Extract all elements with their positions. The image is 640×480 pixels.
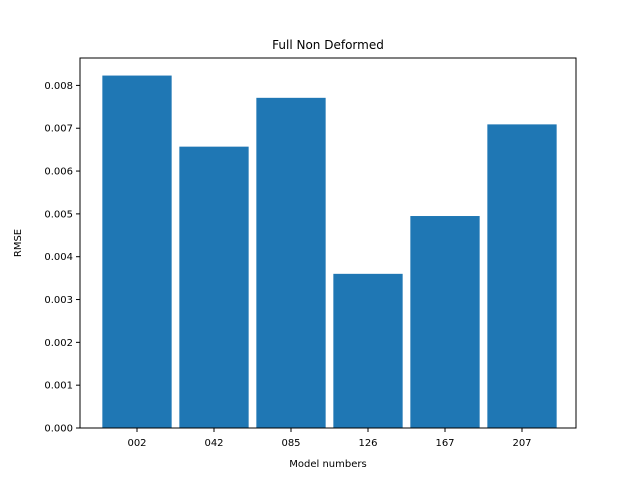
y-tick-label: 0.002 — [44, 338, 73, 349]
chart-title: Full Non Deformed — [272, 38, 384, 52]
bar-126 — [333, 273, 403, 428]
x-tick-label: 042 — [204, 438, 223, 449]
x-tick-label: 085 — [281, 438, 300, 449]
bar-167 — [410, 216, 480, 428]
x-tick-label: 002 — [127, 438, 146, 449]
y-axis-title: RMSE — [13, 229, 24, 257]
x-tick-label: 167 — [435, 438, 454, 449]
bars-group — [102, 75, 557, 429]
x-tick-label: 207 — [512, 438, 531, 449]
y-tick-label: 0.007 — [44, 124, 73, 135]
y-axis-ticks: 0.000 0.001 0.002 0.003 0.004 0.005 0.006 0.007… — [44, 81, 80, 435]
bar-207 — [487, 124, 557, 428]
x-axis-ticks: 002 042 085 126 167 207 — [127, 428, 532, 449]
x-tick-label: 126 — [358, 438, 377, 449]
y-tick-label: 0.001 — [44, 381, 73, 392]
x-axis-title: Model numbers — [289, 459, 366, 470]
bar-042 — [179, 146, 249, 429]
plot-frame — [79, 57, 577, 429]
y-tick-label: 0.003 — [44, 295, 73, 306]
y-tick-label: 0.005 — [44, 209, 73, 220]
bar-002 — [102, 75, 172, 429]
y-tick-label: 0.000 — [44, 424, 73, 435]
y-tick-label: 0.006 — [44, 167, 73, 178]
y-tick-label: 0.004 — [44, 252, 73, 263]
y-tick-label: 0.008 — [44, 81, 73, 92]
bar-085 — [256, 97, 326, 428]
